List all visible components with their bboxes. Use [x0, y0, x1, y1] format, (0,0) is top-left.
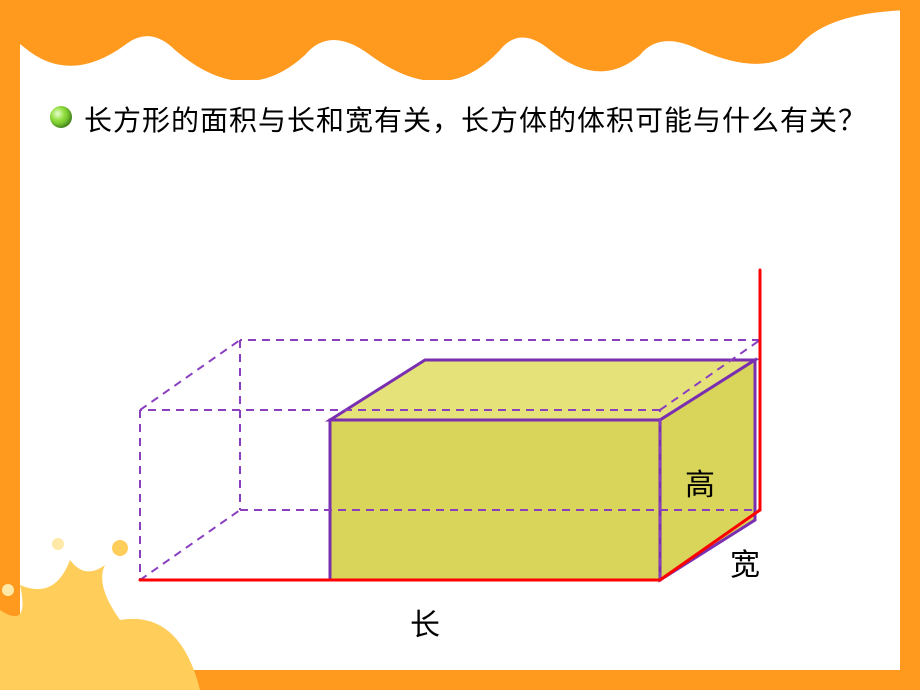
bullet-icon	[50, 106, 72, 128]
label-height: 高	[685, 460, 715, 504]
question-row: 长方形的面积与长和宽有关，长方体的体积可能与什么有关？	[50, 100, 870, 142]
top-clouds	[0, 0, 920, 80]
cuboid-diagram: 长 宽 高	[130, 170, 770, 630]
splash-dot-2	[52, 538, 64, 550]
label-width: 宽	[730, 540, 760, 584]
question-text: 长方形的面积与长和宽有关，长方体的体积可能与什么有关？	[84, 100, 867, 142]
label-length: 长	[410, 600, 440, 644]
splash-dot-1	[112, 540, 128, 556]
content-area: 长方形的面积与长和宽有关，长方体的体积可能与什么有关？	[50, 100, 870, 142]
splash-dot-3	[2, 584, 14, 596]
cuboid-svg	[130, 170, 770, 630]
cloud-shape	[0, 0, 920, 80]
